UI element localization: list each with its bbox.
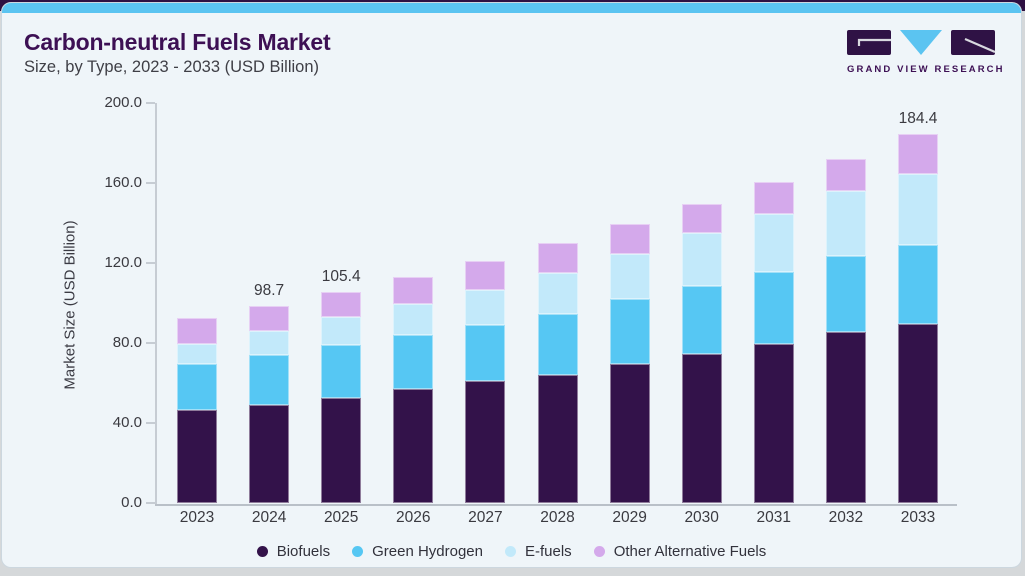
bar-segment-e-fuels-2026 [393,304,434,336]
gvr-logo: GRAND VIEW RESEARCH [847,29,1005,75]
total-label-2033: 184.4 [898,110,938,128]
bar-segment-other-alternative-fuels-2024 [249,305,290,332]
bar-segment-other-alternative-fuels-2033 [898,134,938,174]
y-tick-mark-0.0 [146,502,155,504]
bar-segment-other-alternative-fuels-2029 [609,224,650,254]
x-axis-label-2023: 2023 [179,509,215,526]
bar-segment-other-alternative-fuels-2028 [537,243,578,274]
total-label-2025: 105.4 [321,268,361,286]
y-tick-label-160.0: 160.0 [104,174,142,191]
logo-g-mark [857,38,891,46]
bar-segment-other-alternative-fuels-2025 [321,292,362,317]
bar-segment-e-fuels-2025 [321,316,362,345]
gvr-logo-marks [847,30,996,55]
bar-segment-e-fuels-2023 [177,344,217,365]
bar-segment-other-alternative-fuels-2030 [681,204,722,234]
y-tick-label-120.0: 120.0 [104,254,142,271]
y-axis-title: Market Size (USD Billion) [61,220,79,390]
y-tick-mark-40.0 [146,422,155,424]
x-axis-label-2029: 2029 [612,509,647,526]
bar-segment-green-hydrogen-2033 [898,245,938,325]
y-axis-line [155,103,157,506]
y-tick-mark-80.0 [146,342,155,344]
bar-segment-biofuels-2025 [321,397,362,503]
legend-dot-biofuels [256,546,268,557]
legend-label-e-fuels: E-fuels [525,543,572,560]
x-axis-label-2032: 2032 [828,509,864,526]
page-subtitle: Size, by Type, 2023 - 2033 (USD Billion) [24,58,320,76]
bar-segment-green-hydrogen-2031 [753,272,794,344]
bar-segment-biofuels-2026 [393,389,434,503]
bar-segment-green-hydrogen-2026 [393,335,434,389]
bar-segment-e-fuels-2031 [753,214,794,273]
legend-dot-e-fuels [505,546,516,557]
bar-segment-green-hydrogen-2024 [249,354,290,405]
legend-item-other-alternative-fuels: Other Alternative Fuels [593,543,767,560]
x-axis-label-2033: 2033 [900,509,936,526]
bar-segment-e-fuels-2028 [537,273,578,314]
bar-segment-green-hydrogen-2028 [537,313,578,375]
bar-segment-e-fuels-2024 [249,331,290,355]
x-axis-label-2025: 2025 [323,509,359,526]
legend-label-other-alternative-fuels: Other Alternative Fuels [613,543,767,560]
bar-segment-green-hydrogen-2025 [321,345,362,398]
y-tick-label-200.0: 200.0 [104,94,142,111]
legend-label-green-hydrogen: Green Hydrogen [372,543,483,560]
report-card: Carbon-neutral Fuels Market Size, by Typ… [1,2,1022,568]
y-tick-label-40.0: 40.0 [112,414,142,431]
bar-segment-other-alternative-fuels-2023 [177,318,217,344]
bar-segment-biofuels-2029 [609,364,650,503]
bar-segment-green-hydrogen-2029 [609,299,650,365]
x-axis-label-2026: 2026 [396,509,431,526]
bar-segment-biofuels-2031 [753,344,794,503]
bar-segment-biofuels-2024 [249,404,290,503]
legend: Biofuels Green Hydrogen E-fuels Other Alter… [2,543,1021,560]
bar-segment-biofuels-2032 [825,332,866,503]
y-tick-label-80.0: 80.0 [112,334,142,351]
y-tick-mark-160.0 [146,182,155,184]
bar-segment-biofuels-2033 [898,324,938,503]
legend-item-e-fuels: E-fuels [505,543,572,560]
bar-segment-e-fuels-2030 [681,233,722,287]
bar-segment-e-fuels-2029 [609,253,650,300]
bar-segment-other-alternative-fuels-2031 [753,182,794,215]
bar-segment-green-hydrogen-2030 [681,286,722,355]
bar-segment-biofuels-2027 [465,381,506,503]
logo-r-mark [964,37,996,54]
bar-segment-green-hydrogen-2023 [177,364,217,411]
bar-segment-e-fuels-2027 [465,289,506,325]
x-axis-label-2028: 2028 [540,509,575,526]
bar-segment-e-fuels-2033 [898,174,938,246]
x-axis-line [155,504,957,506]
top-accent-bar [2,3,1021,13]
total-label-2024: 98.7 [254,281,285,299]
y-tick-mark-120.0 [146,262,155,264]
legend-item-green-hydrogen: Green Hydrogen [352,543,483,560]
legend-dot-other-alternative-fuels [593,546,605,557]
bar-segment-other-alternative-fuels-2026 [393,277,434,305]
x-axis-label-2027: 2027 [468,509,503,526]
legend-item-biofuels: Biofuels [256,543,331,560]
x-axis-label-2031: 2031 [756,509,792,526]
legend-label-biofuels: Biofuels [276,543,331,560]
page-title: Carbon-neutral Fuels Market [24,29,331,55]
stacked-bar-chart: Market Size (USD Billion) 0.0 40.0 80.0 120… [2,3,1021,567]
x-axis-label-2024: 2024 [251,509,287,526]
bar-segment-biofuels-2028 [537,374,578,503]
gvr-logo-text: GRAND VIEW RESEARCH [847,64,1005,75]
bar-segment-biofuels-2030 [681,354,722,503]
legend-dot-green-hydrogen [352,546,364,557]
bar-segment-other-alternative-fuels-2027 [465,260,506,290]
y-tick-mark-200.0 [146,102,155,104]
logo-g-block [847,30,891,55]
bar-segment-other-alternative-fuels-2032 [825,159,866,191]
x-axis-label-2030: 2030 [684,509,719,526]
logo-v-triangle [900,30,942,55]
y-tick-label-0.0: 0.0 [121,494,142,511]
bar-segment-green-hydrogen-2032 [825,255,866,333]
bar-segment-green-hydrogen-2027 [465,324,506,382]
bar-segment-e-fuels-2032 [825,191,866,256]
bar-segment-biofuels-2023 [177,410,217,503]
